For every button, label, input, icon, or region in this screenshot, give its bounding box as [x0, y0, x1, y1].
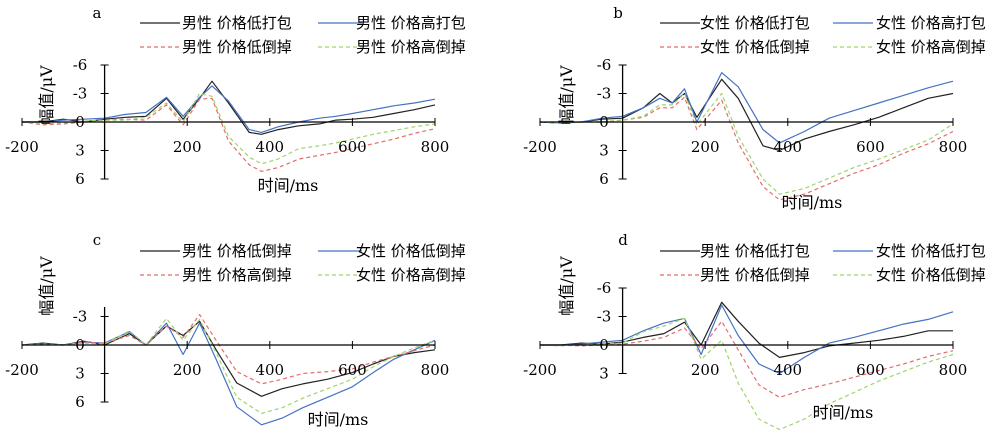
series-line-3	[540, 320, 954, 398]
x-tick-label: 400	[255, 138, 284, 156]
series-line-1	[22, 80, 436, 135]
legend-label-1: 男性 价格低倒掉	[182, 242, 292, 260]
legend-label-3: 男性 价格高倒掉	[182, 266, 292, 284]
panel-b: b -6 -3 0 3 6 -200 200 400 600 800 幅值/μV 时间/ms 女性 价格低…	[523, 4, 986, 212]
x-tick-label: 800	[939, 138, 968, 156]
series-line-2	[21, 322, 436, 426]
series-line-2	[22, 85, 436, 133]
y-tick-label: 0	[75, 113, 85, 131]
y-axis-title: 幅值/μV	[557, 65, 576, 125]
panel-label: d	[618, 231, 628, 249]
series-line-1	[21, 320, 436, 397]
x-axis-title: 时间/ms	[782, 193, 843, 212]
y-tick-label: 3	[75, 365, 85, 383]
x-axis-title: 时间/ms	[308, 410, 369, 429]
panel-d: d -6 -3 0 3 -200 200 400 600 800 幅值/μV 时间/ms 男性 价格低打…	[523, 231, 986, 431]
legend-label-2: 女性 价格低倒掉	[356, 242, 466, 260]
x-tick-label: 600	[856, 138, 885, 156]
y-tick-label: -3	[73, 85, 88, 103]
y-tick-label: 3	[599, 142, 609, 160]
x-tick-label: -200	[523, 138, 557, 156]
series-line-4	[21, 92, 436, 165]
y-tick-label: 3	[599, 365, 609, 383]
legend-label-4: 女性 价格低倒掉	[876, 266, 986, 284]
legend-label-2: 女性 价格低打包	[876, 242, 986, 260]
panel-label: c	[93, 231, 101, 249]
x-tick-label: -200	[5, 361, 39, 379]
panel-label: a	[93, 4, 102, 22]
legend-label-1: 男性 价格低打包	[182, 14, 292, 32]
panel-c: c -3 0 3 6 -200 200 400 600 800 幅值/μV 时间/ms 男性 价格低倒掉…	[5, 231, 466, 429]
y-tick-label: -3	[597, 308, 612, 326]
x-tick-label: 800	[939, 361, 968, 379]
x-axis-title: 时间/ms	[258, 176, 319, 195]
x-tick-label: 200	[691, 361, 720, 379]
x-tick-label: -200	[5, 138, 39, 156]
legend-label-3: 女性 价格低倒掉	[700, 38, 810, 56]
series-line-2	[539, 71, 954, 144]
x-tick-label: 400	[773, 138, 802, 156]
series-line-4	[539, 92, 954, 195]
y-tick-label: -3	[73, 308, 88, 326]
panel-label: b	[613, 4, 623, 22]
legend-label-2: 女性 价格高打包	[876, 14, 986, 32]
x-axis-title: 时间/ms	[813, 403, 874, 422]
y-tick-label: -6	[73, 56, 88, 74]
legend-label-3: 男性 价格低倒掉	[182, 38, 292, 56]
x-tick-label: 600	[338, 361, 367, 379]
panel-a: a -6 -3 0 3 6 -200 200 400 600 800 幅值/μV 时间/ms 男性 价格低…	[5, 4, 466, 195]
y-tick-label: -3	[597, 85, 612, 103]
x-tick-label: 200	[173, 138, 202, 156]
series-line-4	[539, 317, 954, 431]
y-tick-label: 0	[599, 113, 609, 131]
y-tick-label: 6	[75, 393, 85, 411]
series-line-2	[540, 304, 954, 375]
x-tick-label: 800	[421, 361, 450, 379]
legend-label-4: 女性 价格高倒掉	[876, 38, 986, 56]
series-line-3	[21, 314, 436, 385]
y-tick-label: 3	[75, 142, 85, 160]
y-tick-label: 6	[75, 170, 85, 188]
legend-label-3: 男性 价格低倒掉	[700, 266, 810, 284]
legend-label-4: 男性 价格高倒掉	[356, 38, 466, 56]
x-tick-label: -200	[523, 361, 557, 379]
y-tick-label: 0	[599, 336, 609, 354]
x-tick-label: 800	[421, 138, 450, 156]
x-tick-label: 600	[338, 138, 367, 156]
series-line-3	[539, 96, 954, 201]
series-line-4	[21, 317, 436, 414]
y-tick-label: 6	[599, 170, 609, 188]
y-tick-label: -6	[597, 56, 612, 74]
y-tick-label: -6	[597, 279, 612, 297]
x-tick-label: 400	[773, 361, 802, 379]
x-tick-label: 600	[856, 361, 885, 379]
y-axis-title: 幅值/μV	[37, 65, 56, 125]
legend-label-1: 女性 价格低打包	[700, 14, 810, 32]
y-axis-title: 幅值/μV	[37, 256, 56, 316]
x-tick-label: 200	[173, 361, 202, 379]
y-axis-title: 幅值/μV	[557, 256, 576, 316]
legend-label-1: 男性 价格低打包	[700, 242, 810, 260]
y-tick-label: 0	[75, 336, 85, 354]
x-tick-label: 400	[255, 361, 284, 379]
legend-label-4: 女性 价格高倒掉	[356, 266, 466, 284]
x-tick-label: 200	[691, 138, 720, 156]
legend-label-2: 男性 价格高打包	[356, 14, 466, 32]
